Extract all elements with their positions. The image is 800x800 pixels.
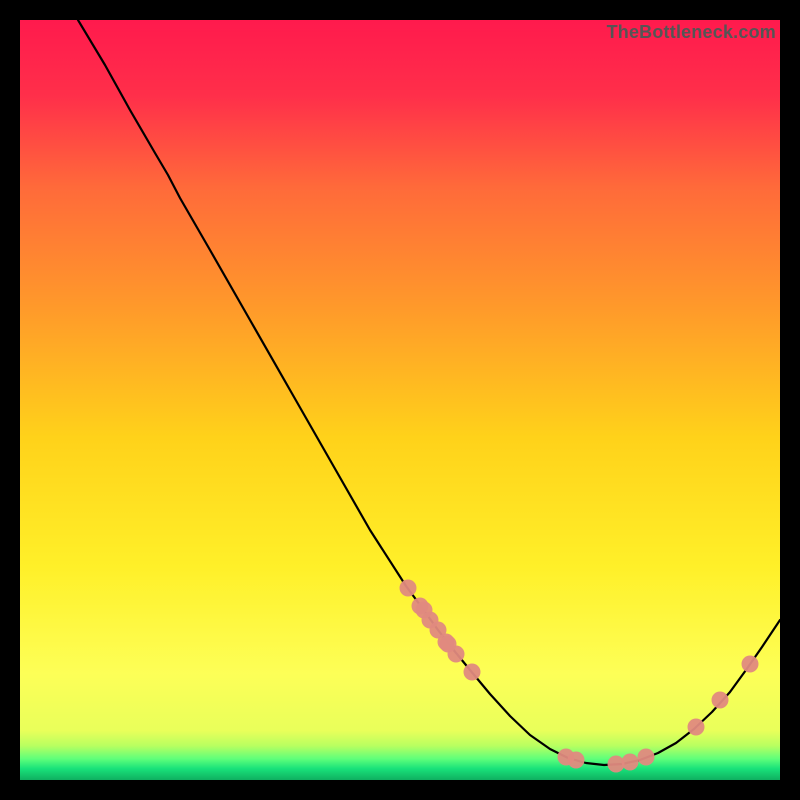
marker-point — [568, 752, 585, 769]
marker-point — [400, 580, 417, 597]
chart-canvas: TheBottleneck.com — [20, 20, 780, 780]
marker-point — [464, 664, 481, 681]
marker-point — [712, 692, 729, 709]
marker-point — [622, 754, 639, 771]
marker-point — [638, 749, 655, 766]
marker-group — [400, 580, 759, 773]
marker-point — [448, 646, 465, 663]
watermark-text: TheBottleneck.com — [607, 22, 776, 43]
marker-point — [742, 656, 759, 673]
chart-plot — [20, 20, 780, 780]
bottleneck-curve — [78, 20, 780, 765]
marker-point — [688, 719, 705, 736]
